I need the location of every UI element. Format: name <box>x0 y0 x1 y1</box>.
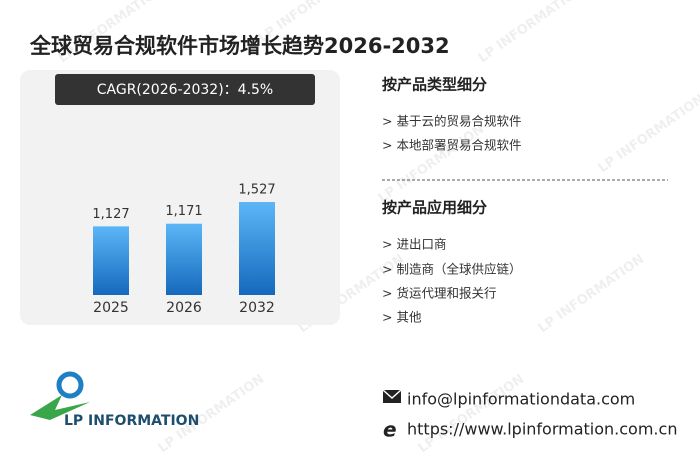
cagr-box <box>55 74 315 105</box>
segment-item: > 其他 <box>382 310 422 325</box>
segment-title: 按产品类型细分 <box>382 76 487 94</box>
web-icon: e <box>383 418 397 442</box>
logo-swoosh <box>30 395 90 420</box>
chart-title: 全球贸易合规软件市场增长趋势2026-2032 <box>29 34 450 58</box>
segment-item: > 制造商（全球供应链） <box>382 262 521 277</box>
bar <box>239 202 275 295</box>
segment-item: > 货运代理和报关行 <box>382 286 496 301</box>
x-tick-label: 2026 <box>166 300 202 316</box>
watermark: LP INFORMATION <box>536 252 648 336</box>
logo: LP INFORMATION <box>30 371 199 429</box>
segment-item: > 本地部署贸易合规软件 <box>382 138 521 153</box>
value-label: 1,527 <box>238 183 275 198</box>
watermark: LP INFORMATION <box>476 0 588 66</box>
watermark: LP INFORMATION <box>376 122 488 206</box>
bar <box>166 223 202 295</box>
bars: 1,127 2025 1,171 2026 1,527 2032 <box>92 183 275 317</box>
website: https://www.lpinformation.com.cn <box>407 420 677 439</box>
email-icon-flap <box>382 389 402 400</box>
bar <box>93 226 129 295</box>
value-label: 1,171 <box>165 204 202 219</box>
segment-item: > 基于云的贸易合规软件 <box>382 114 521 129</box>
x-tick-label: 2025 <box>93 300 129 316</box>
logo-ring <box>56 371 84 399</box>
x-tick-label: 2032 <box>239 300 275 316</box>
cagr-label: CAGR(2026-2032)：4.5% <box>97 82 273 98</box>
logo-text: LP INFORMATION <box>64 413 199 429</box>
watermark: LP INFORMATION <box>416 372 528 456</box>
value-label: 1,127 <box>92 207 129 222</box>
segment-item: > 进出口商 <box>382 237 446 252</box>
email: info@lpinformationdata.com <box>407 390 635 409</box>
segment-title: 按产品应用细分 <box>382 199 487 217</box>
watermark: LP INFORMATION <box>596 92 700 176</box>
